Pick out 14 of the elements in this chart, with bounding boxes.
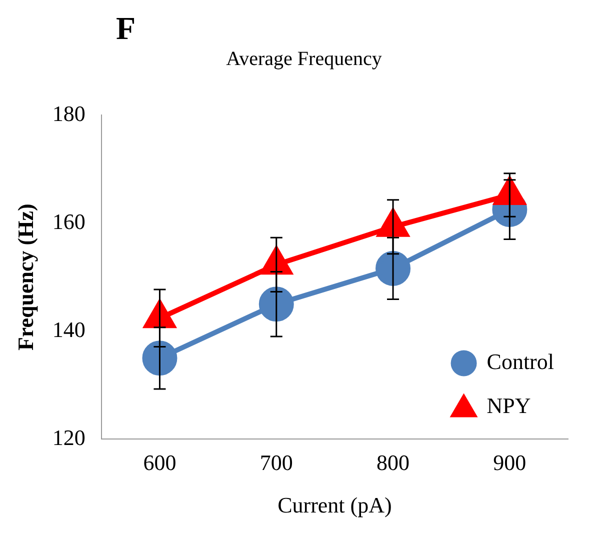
x-tick-label: 700 <box>260 450 293 476</box>
x-axis-title: Current (pA) <box>278 492 392 518</box>
text: F <box>116 10 136 47</box>
legend-label: NPY <box>486 392 531 418</box>
x-tick-label: 600 <box>143 450 176 476</box>
y-axis-title: Frequency (Hz) <box>12 204 38 351</box>
y-tick-label: 160 <box>52 208 86 234</box>
y-tick-label: 140 <box>52 316 86 342</box>
legend-label: Control <box>486 348 554 374</box>
x-tick-label: 800 <box>376 450 410 476</box>
chart-title: Average Frequency <box>225 48 383 71</box>
y-tick-label: 120 <box>52 424 86 450</box>
x-tick-label: 900 <box>493 450 526 476</box>
y-tick-label: 180 <box>52 100 86 126</box>
